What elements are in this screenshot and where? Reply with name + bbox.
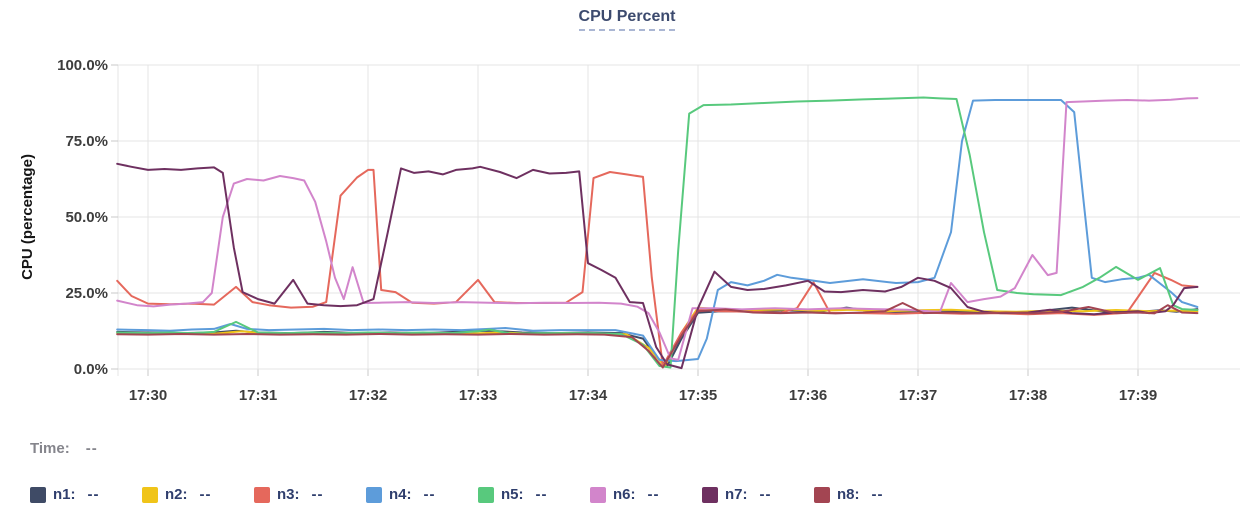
- legend-item-n5[interactable]: n5: --: [478, 486, 590, 503]
- legend-label: n2:: [165, 486, 188, 503]
- x-axis-tick-label: 17:36: [789, 387, 827, 404]
- x-axis-tick-label: 17:30: [129, 387, 167, 404]
- legend-label: n5:: [501, 486, 524, 503]
- legend-value: --: [759, 486, 772, 503]
- series-line-n5: [116, 96, 1199, 369]
- series-line-n3: [116, 168, 1199, 367]
- legend-label: n8:: [837, 486, 860, 503]
- legend-item-n4[interactable]: n4: --: [366, 486, 478, 503]
- y-axis-tick-label: 75.0%: [65, 133, 108, 150]
- legend-label: n3:: [277, 486, 300, 503]
- time-readout: Time: --: [30, 440, 98, 457]
- y-axis-tick-label: 50.0%: [65, 209, 108, 226]
- legend-label: n6:: [613, 486, 636, 503]
- chart-title-wrap: CPU Percent: [0, 8, 1254, 31]
- chart-legend: n1: -- n2: -- n3: -- n4: -- n5: -- n6: -- n7: -- n8: --: [30, 486, 926, 503]
- legend-label: n7:: [725, 486, 748, 503]
- y-axis-tick-label: 0.0%: [74, 361, 108, 378]
- time-label: Time:: [30, 440, 70, 457]
- legend-item-n7[interactable]: n7: --: [702, 486, 814, 503]
- x-axis-tick-label: 17:32: [349, 387, 387, 404]
- legend-swatch-n4: [366, 486, 382, 503]
- time-value: --: [85, 440, 98, 457]
- legend-swatch-n8: [814, 486, 830, 503]
- series-line-n8: [116, 302, 1199, 369]
- legend-item-n1[interactable]: n1: --: [30, 486, 142, 503]
- legend-value: --: [199, 486, 212, 503]
- legend-value: --: [647, 486, 660, 503]
- legend-swatch-n6: [590, 486, 606, 503]
- legend-item-n8[interactable]: n8: --: [814, 486, 926, 503]
- x-axis-tick-label: 17:35: [679, 387, 717, 404]
- x-axis-tick-label: 17:37: [899, 387, 937, 404]
- legend-value: --: [311, 486, 324, 503]
- legend-swatch-n3: [254, 486, 270, 503]
- legend-swatch-n2: [142, 486, 158, 503]
- legend-value: --: [423, 486, 436, 503]
- legend-label: n4:: [389, 486, 412, 503]
- y-axis-label: CPU (percentage): [19, 154, 36, 280]
- legend-item-n2[interactable]: n2: --: [142, 486, 254, 503]
- x-axis-tick-label: 17:31: [239, 387, 277, 404]
- legend-item-n3[interactable]: n3: --: [254, 486, 366, 503]
- legend-swatch-n5: [478, 486, 494, 503]
- x-axis-tick-label: 17:34: [569, 387, 608, 404]
- legend-swatch-n1: [30, 486, 46, 503]
- legend-value: --: [87, 486, 100, 503]
- legend-swatch-n7: [702, 486, 718, 503]
- series-line-n6: [116, 97, 1199, 361]
- chart-title[interactable]: CPU Percent: [578, 8, 676, 31]
- legend-value: --: [871, 486, 884, 503]
- y-axis-tick-label: 25.0%: [65, 285, 108, 302]
- x-axis-tick-label: 17:38: [1009, 387, 1047, 404]
- cpu-percent-chart-plot[interactable]: 17:30 17:31 17:32 17:33 17:34 17:35 17:36 17:37…: [0, 0, 1254, 430]
- y-axis-tick-label: 100.0%: [57, 57, 108, 74]
- legend-label: n1:: [53, 486, 76, 503]
- legend-item-n6[interactable]: n6: --: [590, 486, 702, 503]
- legend-value: --: [535, 486, 548, 503]
- x-axis-tick-label: 17:39: [1119, 387, 1157, 404]
- x-axis-tick-label: 17:33: [459, 387, 497, 404]
- series-line-n7: [116, 162, 1199, 370]
- series-line-n4: [116, 99, 1199, 363]
